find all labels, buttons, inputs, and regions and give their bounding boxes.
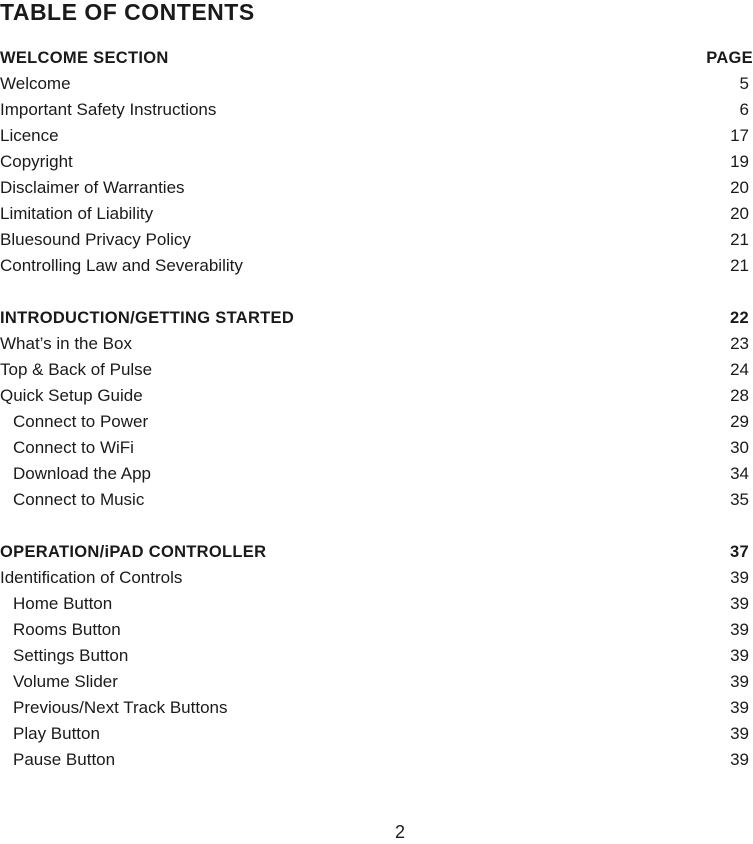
- toc-entry[interactable]: What’s in the Box 23: [0, 331, 749, 357]
- entry-title: Controlling Law and Severability: [0, 256, 243, 275]
- entry-title: Connect to WiFi: [13, 438, 134, 457]
- entry-title: Previous/Next Track Buttons: [13, 698, 228, 717]
- entry-title: WELCOME SECTION: [0, 49, 169, 67]
- entry-page: 39: [730, 568, 749, 587]
- entry-title: Connect to Music: [13, 490, 145, 509]
- toc-entry[interactable]: Download the App 34: [0, 461, 749, 487]
- entry-page: 39: [730, 724, 749, 743]
- section-heading[interactable]: WELCOME SECTION PAGE: [0, 45, 753, 71]
- entry-title: Copyright: [0, 152, 73, 171]
- entry-page: 39: [730, 698, 749, 717]
- entry-page: 20: [730, 204, 749, 223]
- toc-entry[interactable]: Volume Slider 39: [0, 669, 749, 695]
- page-number: 2: [394, 822, 405, 842]
- entry-page: 28: [730, 386, 749, 405]
- toc-entry[interactable]: Connect to Music 35: [0, 487, 749, 513]
- entry-title: Identification of Controls: [0, 568, 183, 587]
- toc-entry[interactable]: Home Button 39: [0, 591, 749, 617]
- entry-page: 39: [730, 594, 749, 613]
- entry-title: Rooms Button: [13, 620, 121, 639]
- toc-entry[interactable]: Play Button 39: [0, 721, 749, 747]
- entry-title: Quick Setup Guide: [0, 386, 143, 405]
- toc-entry[interactable]: Bluesound Privacy Policy 21: [0, 227, 749, 253]
- toc-entry[interactable]: Connect to WiFi 30: [0, 435, 749, 461]
- entry-title: Play Button: [13, 724, 100, 743]
- entry-page: 39: [730, 646, 749, 665]
- toc-entry[interactable]: Controlling Law and Severability 21: [0, 253, 749, 279]
- entry-page: 37: [730, 543, 749, 561]
- entry-title: Important Safety Instructions: [0, 100, 217, 119]
- entry-title: Download the App: [13, 464, 151, 483]
- entry-title: Disclaimer of Warranties: [0, 178, 185, 197]
- toc-entry[interactable]: Rooms Button 39: [0, 617, 749, 643]
- toc-entry[interactable]: Welcome 5: [0, 71, 749, 97]
- section-heading[interactable]: OPERATION/iPAD CONTROLLER 37: [0, 539, 749, 565]
- toc-section: INTRODUCTION/GETTING STARTED 22 What’s in …: [0, 305, 749, 513]
- toc-entry[interactable]: Previous/Next Track Buttons 39: [0, 695, 749, 721]
- section-heading[interactable]: INTRODUCTION/GETTING STARTED 22: [0, 305, 749, 331]
- toc-entry[interactable]: Limitation of Liability 20: [0, 201, 749, 227]
- entry-title: Limitation of Liability: [0, 204, 154, 223]
- toc-section: WELCOME SECTION PAGE Welcome 5 Important Saf…: [0, 45, 753, 279]
- entry-title: Top & Back of Pulse: [0, 360, 153, 379]
- toc-section: OPERATION/iPAD CONTROLLER 37 Identificatio…: [0, 539, 749, 773]
- entry-title: Bluesound Privacy Policy: [0, 230, 191, 249]
- entry-page: 35: [730, 490, 749, 509]
- toc-entry[interactable]: Settings Button 39: [0, 643, 749, 669]
- entry-page: 39: [730, 672, 749, 691]
- entry-page: 39: [730, 750, 749, 769]
- entry-title: Welcome: [0, 74, 71, 93]
- table-of-contents: WELCOME SECTION PAGE Welcome 5 Important Saf…: [0, 45, 753, 799]
- toc-entry[interactable]: Identification of Controls 39: [0, 565, 749, 591]
- toc-entry[interactable]: Licence 17: [0, 123, 749, 149]
- entry-page: 5: [739, 74, 749, 93]
- entry-title: Volume Slider: [13, 672, 118, 691]
- toc-entry[interactable]: Disclaimer of Warranties 20: [0, 175, 749, 201]
- entry-page: 21: [730, 256, 749, 275]
- entry-page: 19: [730, 152, 749, 171]
- entry-page: 22: [730, 309, 749, 327]
- entry-title: What’s in the Box: [0, 334, 132, 353]
- toc-entry[interactable]: Quick Setup Guide 28: [0, 383, 749, 409]
- entry-title: OPERATION/iPAD CONTROLLER: [0, 543, 267, 561]
- toc-entry[interactable]: Top & Back of Pulse 24: [0, 357, 749, 383]
- entry-page: PAGE: [706, 49, 753, 67]
- entry-title: INTRODUCTION/GETTING STARTED: [0, 309, 295, 327]
- entry-page: 34: [730, 464, 749, 483]
- toc-entry[interactable]: Connect to Power 29: [0, 409, 749, 435]
- entry-page: 29: [730, 412, 749, 431]
- toc-entry[interactable]: Pause Button 39: [0, 747, 749, 773]
- entry-title: Home Button: [13, 594, 113, 613]
- entry-title: Licence: [0, 126, 59, 145]
- toc-entry[interactable]: Important Safety Instructions 6: [0, 97, 749, 123]
- entry-title: Settings Button: [13, 646, 129, 665]
- entry-title: Connect to Power: [13, 412, 149, 431]
- entry-page: 24: [730, 360, 749, 379]
- entry-page: 20: [730, 178, 749, 197]
- toc-entry[interactable]: Copyright 19: [0, 149, 749, 175]
- entry-page: 23: [730, 334, 749, 353]
- page-title: TABLE OF CONTENTS: [0, 0, 255, 25]
- entry-page: 17: [730, 126, 749, 145]
- entry-title: Pause Button: [13, 750, 116, 769]
- entry-page: 6: [739, 100, 749, 119]
- entry-page: 39: [730, 620, 749, 639]
- entry-page: 30: [730, 438, 749, 457]
- entry-page: 21: [730, 230, 749, 249]
